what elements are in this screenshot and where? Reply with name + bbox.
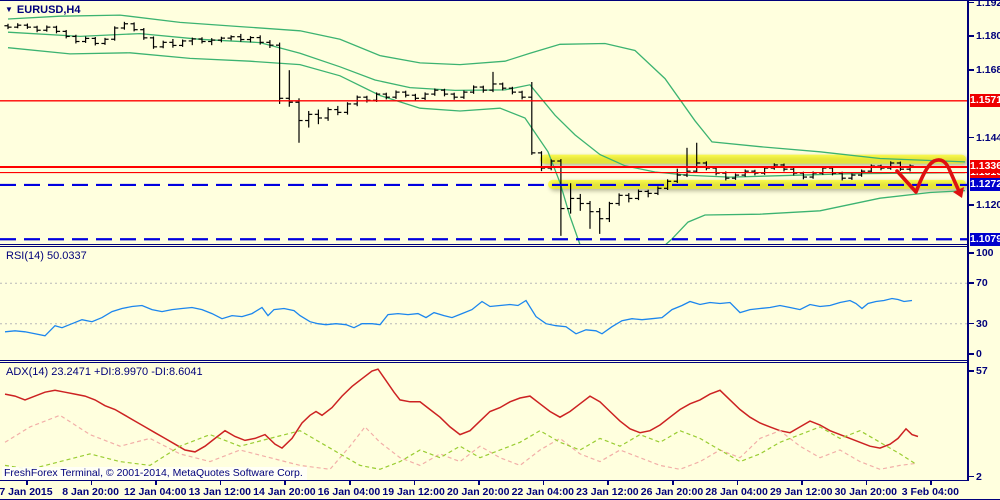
symbol-timeframe-label: EURUSD,H4 xyxy=(16,4,81,16)
time-axis-label: 8 Jan 20:00 xyxy=(62,486,119,498)
price-chart-canvas[interactable] xyxy=(0,1,967,244)
price-tag-1.1571: 1.1571 xyxy=(970,94,1000,108)
time-axis-label: 14 Jan 20:00 xyxy=(253,486,316,498)
scale-tick xyxy=(969,69,974,71)
time-axis-tick xyxy=(607,481,609,485)
rsi-indicator-label: RSI(14) 50.0337 xyxy=(6,250,87,262)
time-axis-tick xyxy=(219,481,222,485)
rsi-scale-label: 100 xyxy=(976,247,994,259)
time-axis-label: 20 Jan 20:00 xyxy=(446,486,510,498)
adx-indicator-label: ADX(14) 23.2471 +DI:8.9970 -DI:8.6041 xyxy=(6,366,203,378)
time-axis-label: 3 Feb 04:00 xyxy=(901,486,959,498)
time-axis-label: 7 Jan 2015 xyxy=(0,486,53,498)
adx-series-plusDI xyxy=(4,414,916,470)
bollinger-upper-band xyxy=(7,14,966,163)
adx-series-ADX xyxy=(4,368,919,453)
time-axis-tick xyxy=(672,481,674,485)
time-axis-label: 19 Jan 12:00 xyxy=(382,486,445,498)
time-axis-label: 26 Jan 20:00 xyxy=(640,486,704,498)
price-scale-label: 1.1920 xyxy=(976,0,1000,9)
scale-tick xyxy=(969,1,974,4)
time-axis-label: 30 Jan 20:00 xyxy=(834,486,898,498)
adx-series-minusDI xyxy=(4,426,916,470)
adx-scale-label: 2 xyxy=(976,470,982,483)
rsi-line xyxy=(4,297,913,337)
adx-indicator-panel[interactable]: ADX(14) 23.2471 +DI:8.9970 -DI:8.6041 xyxy=(0,363,968,482)
rsi-indicator-panel[interactable]: RSI(14) 50.0337 xyxy=(0,247,968,363)
time-axis-tick xyxy=(478,481,480,485)
scale-tick xyxy=(969,353,974,355)
scale-tick xyxy=(969,322,974,325)
scale-tick xyxy=(969,136,974,139)
rsi-chart-canvas[interactable] xyxy=(0,247,967,360)
adx-scale-label: 57 xyxy=(976,365,988,377)
time-axis-tick xyxy=(542,481,545,485)
copyright-text: FreshForex Terminal, © 2001-2014, MetaQu… xyxy=(2,467,307,480)
price-chart-panel[interactable]: ▼ EURUSD,H4 xyxy=(0,1,968,247)
time-axis-tick xyxy=(736,481,739,485)
scale-tick xyxy=(969,204,974,206)
price-scale-label: 1.1200 xyxy=(976,199,1000,212)
time-axis-label: 23 Jan 12:00 xyxy=(576,486,639,498)
rsi-scale-label: 0 xyxy=(976,348,982,360)
price-tag-1.1336: 1.1336 xyxy=(970,160,1000,174)
time-axis-tick xyxy=(284,481,286,485)
adx-chart-canvas[interactable] xyxy=(0,363,967,480)
rsi-scale-label: 70 xyxy=(976,277,988,290)
symbol-selector[interactable]: ▼ EURUSD,H4 xyxy=(5,4,81,16)
price-scale-label: 1.1800 xyxy=(976,30,1000,43)
time-axis-label: 16 Jan 04:00 xyxy=(317,486,381,498)
scale-tick xyxy=(969,475,974,478)
time-axis-tick xyxy=(349,481,351,485)
time-axis-label: 13 Jan 12:00 xyxy=(188,486,252,498)
time-axis-tick xyxy=(413,481,416,485)
price-tag-1.1079: 1.1079 xyxy=(970,232,1000,246)
scale-tick xyxy=(969,35,974,37)
price-scale-label: 1.1680 xyxy=(976,64,1000,77)
time-axis-label: 12 Jan 04:00 xyxy=(123,486,187,498)
time-axis-tick xyxy=(930,481,932,485)
time-axis-tick xyxy=(155,481,157,485)
time-axis-tick xyxy=(801,481,803,485)
price-axis-line xyxy=(967,1,969,481)
price-tag-1.1272: 1.1272 xyxy=(970,178,1000,192)
time-axis: 7 Jan 2015 8 Jan 20:00 12 Jan 04:00 13 Jan … xyxy=(0,481,1000,499)
time-axis-tick xyxy=(90,481,93,485)
bollinger-middle-band xyxy=(7,31,966,178)
rsi-scale-label: 30 xyxy=(976,317,988,330)
forecast-arrow xyxy=(895,158,960,194)
forecast-arrow-head xyxy=(953,187,964,198)
scale-tick xyxy=(969,282,974,284)
scale-tick xyxy=(969,252,974,254)
time-axis-tick xyxy=(865,481,868,485)
symbol-dropdown-icon[interactable]: ▼ xyxy=(5,5,13,14)
time-axis-label: 28 Jan 04:00 xyxy=(705,486,768,498)
time-axis-label: 29 Jan 12:00 xyxy=(769,486,833,498)
time-axis-tick xyxy=(26,481,28,485)
time-axis-label: 22 Jan 04:00 xyxy=(511,486,575,498)
bollinger-lower-band xyxy=(7,47,966,244)
scale-tick xyxy=(969,370,974,372)
price-scale-label: 1.1440 xyxy=(976,131,1000,144)
